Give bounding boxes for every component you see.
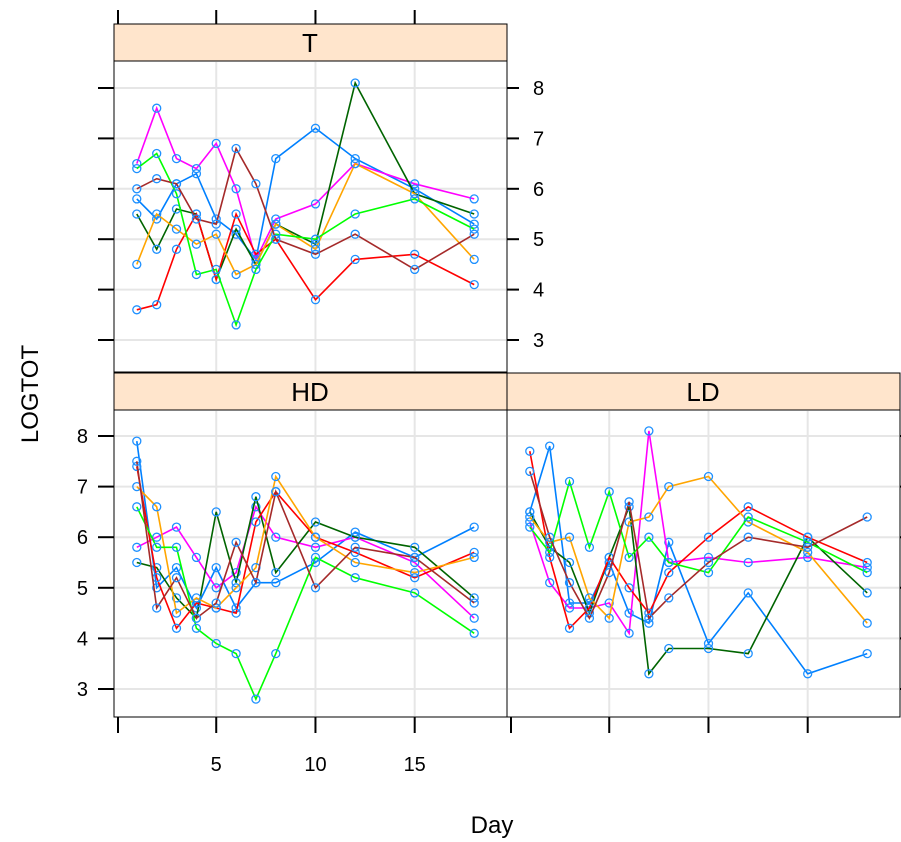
y-tick-label-HD: 7 — [77, 477, 88, 499]
y-tick-label-T: 6 — [533, 179, 544, 201]
panel-HD-strip-label: HD — [291, 377, 329, 407]
panel-LD-series — [526, 427, 871, 678]
series-line-LD-1 — [530, 446, 867, 674]
y-tick-label-HD: 6 — [77, 527, 88, 549]
y-axis-title: LOGTOT — [17, 345, 44, 444]
series-line-LD-3 — [530, 507, 867, 674]
panel-HD: HD — [114, 373, 507, 717]
series-line-T-5 — [137, 164, 474, 275]
panel-LD: LD — [507, 373, 900, 717]
series-line-T-7 — [137, 149, 474, 270]
x-tick-label-HD: 5 — [211, 754, 222, 776]
y-tick-label-T: 8 — [533, 78, 544, 100]
panel-T-strip-label: T — [302, 28, 318, 58]
x-axis-title: Day — [471, 812, 514, 839]
panel-LD-strip-label: LD — [686, 377, 719, 407]
y-tick-label-HD: 5 — [77, 578, 88, 600]
y-tick-label-HD: 3 — [77, 679, 88, 701]
y-tick-label-T: 4 — [533, 280, 544, 302]
panel-HD-series — [133, 437, 478, 703]
y-tick-label-T: 3 — [533, 330, 544, 352]
x-tick-label-HD: 10 — [304, 754, 326, 776]
y-tick-label-HD: 8 — [77, 426, 88, 448]
panel-T: T — [114, 24, 507, 372]
x-tick-label-HD: 15 — [404, 754, 426, 776]
series-line-T-4 — [137, 214, 474, 310]
y-tick-label-T: 7 — [533, 128, 544, 150]
panel-T-series — [133, 79, 478, 329]
y-tick-label-T: 5 — [533, 229, 544, 251]
y-tick-label-HD: 4 — [77, 628, 88, 650]
